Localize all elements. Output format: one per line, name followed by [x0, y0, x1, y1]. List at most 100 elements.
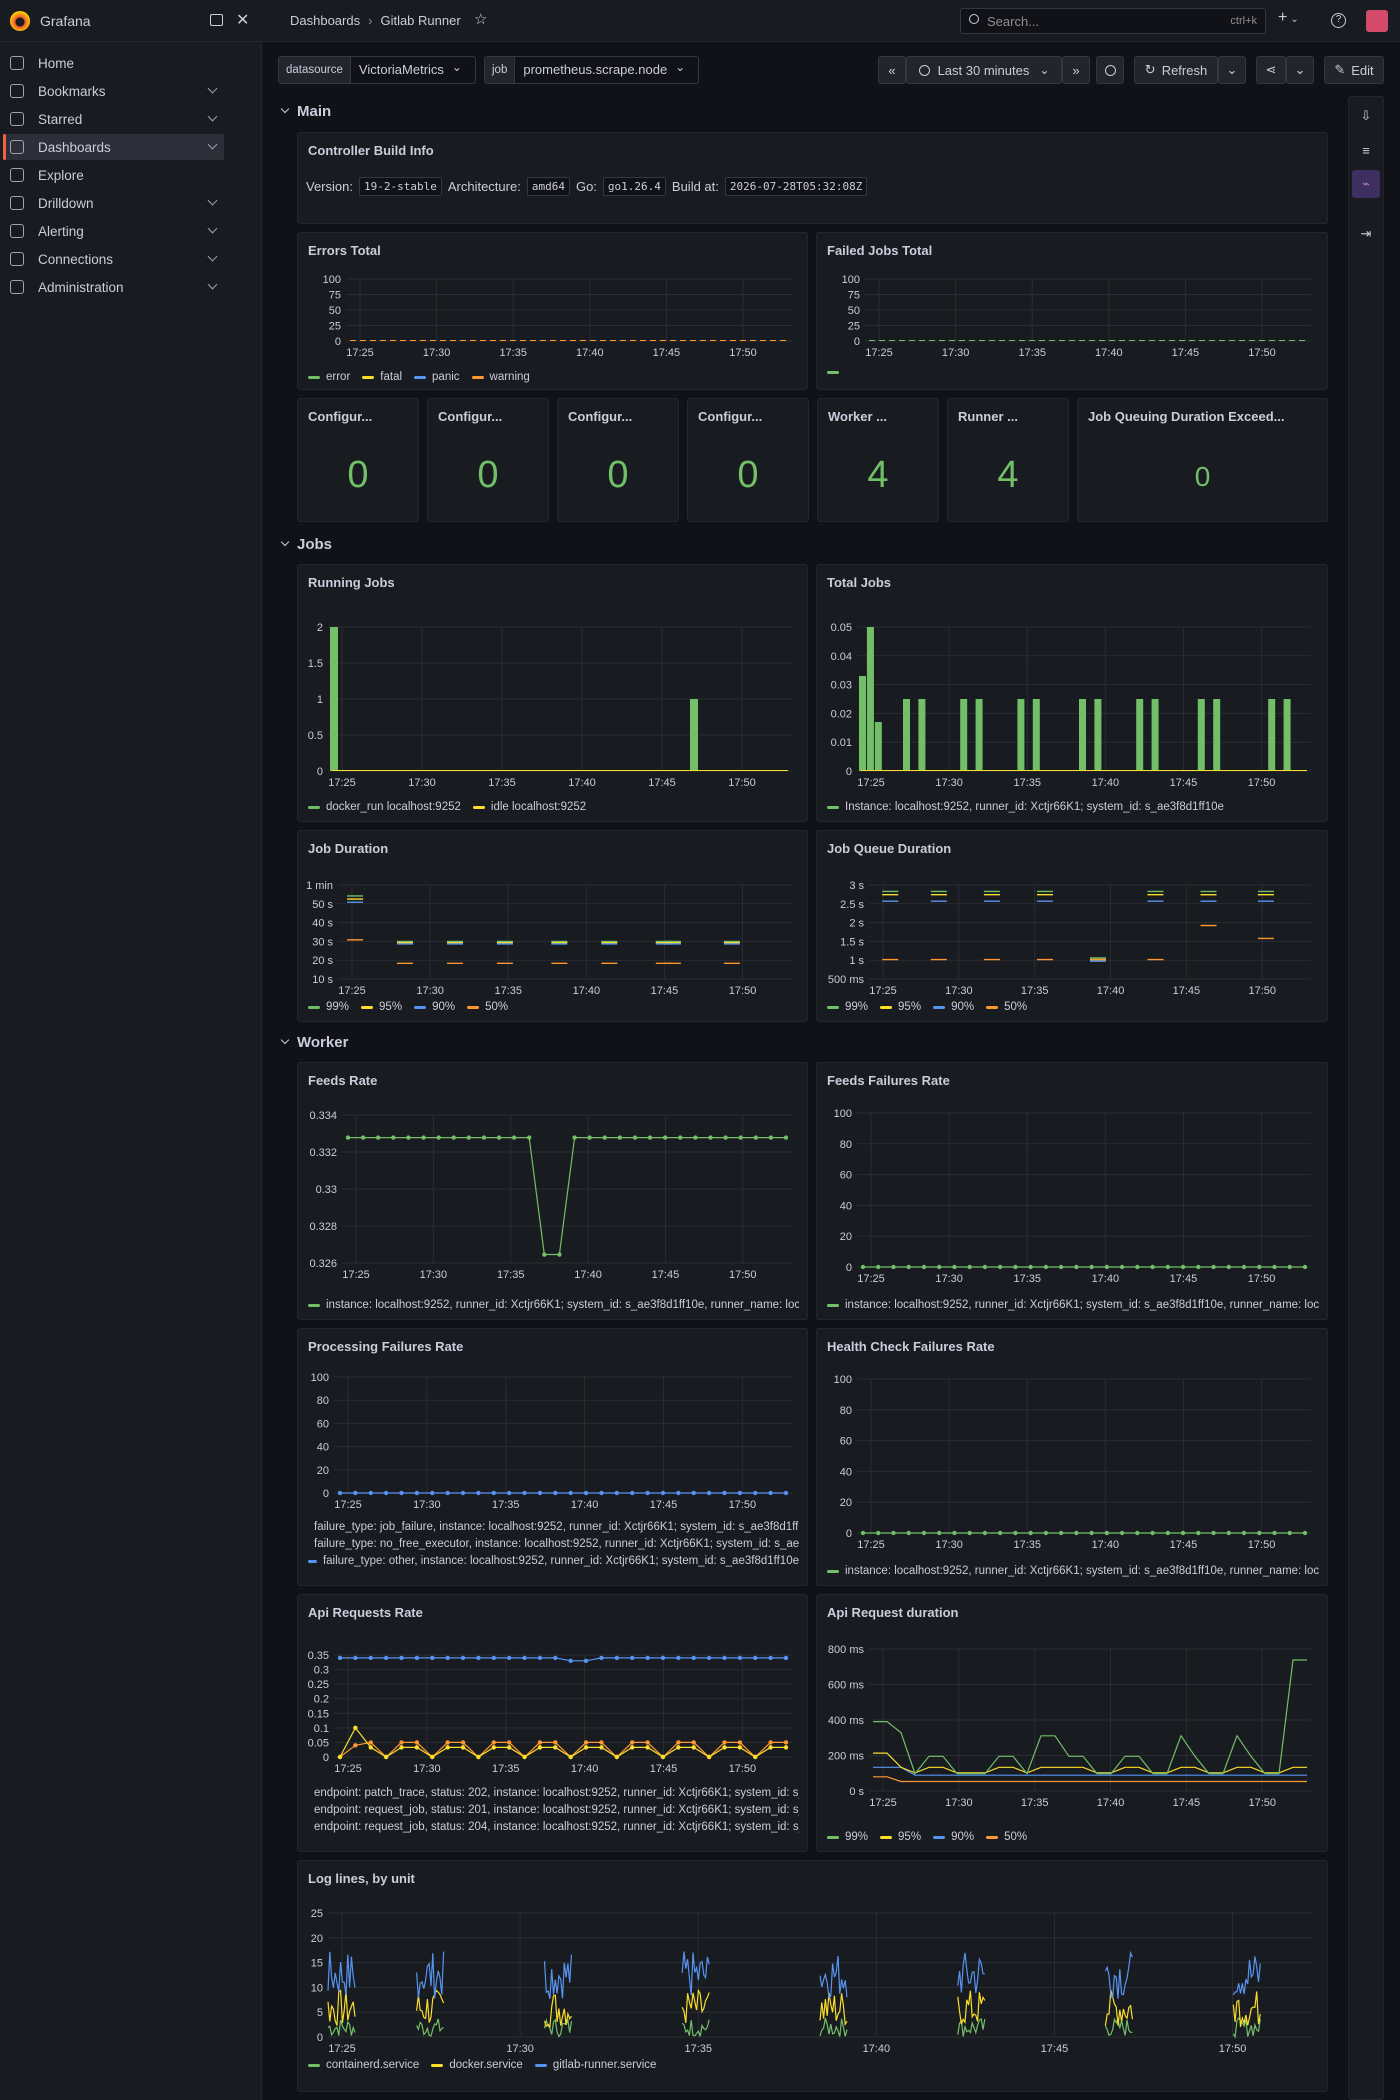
outline-icon[interactable]: ≡: [1362, 142, 1370, 158]
legend-item[interactable]: 50%: [986, 1001, 1027, 1013]
legend-item[interactable]: failure_type: job_failure, instance: loc…: [308, 1521, 799, 1533]
legend-item[interactable]: 90%: [933, 1001, 974, 1013]
legend-item[interactable]: 90%: [414, 1001, 455, 1013]
breadcrumb-dashboards[interactable]: Dashboards: [290, 13, 361, 28]
errors-panel[interactable]: Errors Total 100 75 50 25 0 17:25 17:30 17:35 17:…: [297, 232, 808, 390]
add-panel-icon[interactable]: ⇩: [1360, 108, 1372, 123]
legend-item[interactable]: endpoint: patch_trace, status: 202, inst…: [308, 1787, 799, 1799]
help-icon[interactable]: ?: [1331, 13, 1346, 28]
chevron-down-icon[interactable]: [207, 223, 218, 234]
row-chevron-icon[interactable]: [280, 1035, 290, 1045]
legend-item[interactable]: instance: localhost:9252, runner_id: Xct…: [308, 1299, 799, 1311]
legend-item[interactable]: [827, 371, 845, 374]
stat-panel[interactable]: Configur... 0: [427, 398, 549, 522]
queuedur-panel[interactable]: Job Queue Duration 3 s 2.5 s 2 s 1.5 s 1 s 500…: [816, 830, 1328, 1022]
close-menu-icon[interactable]: ✕: [236, 12, 250, 29]
search-input[interactable]: Search... ctrl+k: [960, 8, 1266, 34]
legend-item[interactable]: 95%: [361, 1001, 402, 1013]
legend-item[interactable]: 99%: [308, 1001, 349, 1013]
procfail-panel[interactable]: Processing Failures Rate 100 80 60 40 20 0 17:2…: [297, 1328, 808, 1586]
stat-panel[interactable]: Runner ... 4: [947, 398, 1069, 522]
chevron-down-icon[interactable]: [207, 83, 218, 94]
stat-panel[interactable]: Configur... 0: [297, 398, 419, 522]
sidebar-item-home[interactable]: Home: [4, 50, 224, 76]
avatar[interactable]: [1366, 10, 1388, 32]
legend-item[interactable]: 95%: [880, 1831, 921, 1843]
row-chevron-icon[interactable]: [280, 104, 290, 114]
data-point: [722, 1745, 727, 1750]
sidebar-item-connections[interactable]: Connections: [4, 246, 224, 272]
time-forward-button[interactable]: »: [1062, 56, 1090, 84]
refresh-button[interactable]: ↻ Refresh: [1134, 56, 1218, 84]
legend-item[interactable]: instance: localhost:9252, runner_id: Xct…: [827, 1299, 1319, 1311]
insights-icon[interactable]: ⌁: [1352, 170, 1380, 198]
legend-item[interactable]: error: [308, 371, 350, 383]
stat-panel[interactable]: Configur... 0: [687, 398, 809, 522]
legend-item[interactable]: instance: localhost:9252, runner_id: Xct…: [827, 1565, 1319, 1577]
sidebar-item-explore[interactable]: Explore: [4, 162, 224, 188]
legend-item[interactable]: fatal: [362, 371, 402, 383]
job-variable[interactable]: job prometheus.scrape.node ⌄: [484, 56, 699, 84]
legend-item[interactable]: Instance: localhost:9252, runner_id: Xct…: [827, 801, 1224, 813]
legend-item[interactable]: docker_run localhost:9252: [308, 801, 461, 813]
datasource-variable[interactable]: datasource VictoriaMetrics ⌄: [278, 56, 476, 84]
logs-panel[interactable]: Log lines, by unit 25 20 15 10 5 0 17:25 17:30 17…: [297, 1860, 1328, 2092]
legend-item[interactable]: endpoint: request_job, status: 201, inst…: [308, 1804, 799, 1816]
legend-item[interactable]: failure_type: no_free_executor, instance…: [308, 1538, 799, 1550]
zoom-out-button[interactable]: [1096, 56, 1124, 84]
legend-item[interactable]: endpoint: request_job, status: 204, inst…: [308, 1821, 799, 1833]
chevron-down-icon[interactable]: [207, 195, 218, 206]
stat-panel[interactable]: Configur... 0: [557, 398, 679, 522]
chevron-down-icon[interactable]: [207, 111, 218, 122]
share-options-button[interactable]: ⌄: [1286, 56, 1314, 84]
health-panel[interactable]: Health Check Failures Rate 100 80 60 40 20 0 17…: [816, 1328, 1328, 1586]
sidebar-item-drilldown[interactable]: Drilldown: [4, 190, 224, 216]
legend-item[interactable]: 99%: [827, 1831, 868, 1843]
stat-panel[interactable]: Job Queuing Duration Exceed... 0: [1077, 398, 1328, 522]
apirate-panel[interactable]: Api Requests Rate 0.35 0.3 0.25 0.2 0.15 0.1 0.…: [297, 1594, 808, 1852]
legend-item[interactable]: 50%: [986, 1831, 1027, 1843]
legend-item[interactable]: warning: [471, 371, 530, 383]
share-button[interactable]: ⋖: [1256, 56, 1286, 84]
dock-menu-icon[interactable]: [210, 14, 223, 26]
legend-item[interactable]: panic: [414, 371, 460, 383]
legend-item[interactable]: failure_type: other, instance: localhost…: [308, 1555, 799, 1567]
sidebar-item-dashboards[interactable]: Dashboards: [3, 134, 224, 160]
sidebar-item-starred[interactable]: Starred: [4, 106, 224, 132]
row-jobs[interactable]: Jobs: [297, 536, 333, 553]
refresh-interval-button[interactable]: ⌄: [1218, 56, 1246, 84]
chevron-down-icon[interactable]: [207, 251, 218, 262]
failed-panel[interactable]: Failed Jobs Total 100 75 50 25 0 17:25 17:30 17:…: [816, 232, 1328, 390]
chevron-down-icon[interactable]: [207, 139, 218, 150]
edit-button[interactable]: ✎ Edit: [1324, 56, 1384, 84]
chevron-down-icon[interactable]: [207, 279, 218, 290]
apidur-panel[interactable]: Api Request duration 800 ms 600 ms 400 ms 20…: [816, 1594, 1328, 1852]
time-back-button[interactable]: «: [878, 56, 906, 84]
legend-item[interactable]: 50%: [467, 1001, 508, 1013]
feedsfail-panel[interactable]: Feeds Failures Rate 100 80 60 40 20 0 17:25 17:3…: [816, 1062, 1328, 1320]
running-panel[interactable]: Running Jobs 2 1.5 1 0.5 0 17:25 17:30 17:35 17:4…: [297, 564, 808, 822]
row-main[interactable]: Main: [297, 103, 332, 120]
legend-item[interactable]: containerd.service: [308, 2059, 419, 2071]
legend-item[interactable]: 90%: [933, 1831, 974, 1843]
legend-item[interactable]: gitlab-runner.service: [534, 2059, 656, 2071]
sidebar-item-alerting[interactable]: Alerting: [4, 218, 224, 244]
stat-panel[interactable]: Worker ... 4: [817, 398, 939, 522]
sidebar-item-administration[interactable]: Administration: [4, 274, 224, 300]
time-range-picker[interactable]: Last 30 minutes ⌄: [906, 56, 1062, 84]
collapse-pane-icon[interactable]: ⇥: [1360, 226, 1372, 241]
legend-item[interactable]: 99%: [827, 1001, 868, 1013]
row-worker[interactable]: Worker: [297, 1034, 349, 1051]
legend-item[interactable]: docker.service: [431, 2059, 523, 2071]
legend-item[interactable]: idle localhost:9252: [472, 801, 586, 813]
jobdur-panel[interactable]: Job Duration 1 min 50 s 40 s 30 s 20 s 10 s 17:…: [297, 830, 808, 1022]
build-info-panel[interactable]: Controller Build Info Version: 19-2-stab…: [297, 132, 1328, 224]
feeds-panel[interactable]: Feeds Rate 0.334 0.332 0.33 0.328 0.326 17:25 1…: [297, 1062, 808, 1320]
legend-item[interactable]: 95%: [880, 1001, 921, 1013]
star-icon[interactable]: ☆: [474, 11, 488, 28]
total-panel[interactable]: Total Jobs 0.05 0.04 0.03 0.02 0.01 0 17:25 17:3…: [816, 564, 1328, 822]
add-button[interactable]: + ⌄: [1278, 9, 1299, 27]
row-chevron-icon[interactable]: [280, 537, 290, 547]
grafana-logo[interactable]: [10, 11, 30, 31]
sidebar-item-bookmarks[interactable]: Bookmarks: [4, 78, 224, 104]
